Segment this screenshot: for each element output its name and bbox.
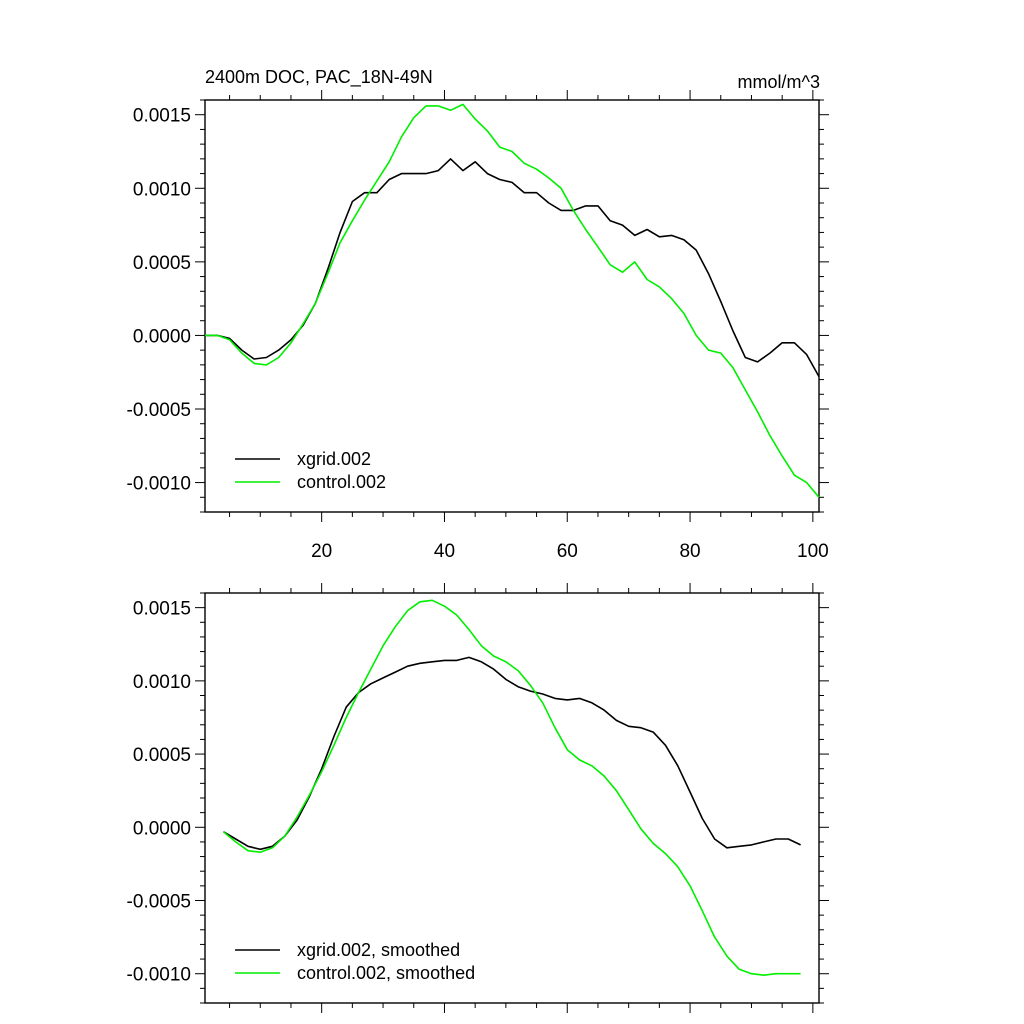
x-tick-label: 20	[311, 541, 332, 562]
legend-label-1: control.002	[297, 472, 386, 492]
y-tick-label: 0.0015	[133, 106, 191, 127]
x-axis-tick-labels: 20 40 60 80 100	[311, 541, 829, 562]
x-tick-label: 80	[679, 541, 700, 562]
y-tick-label: -0.0005	[127, 892, 191, 913]
legend-label-0: xgrid.002	[297, 449, 371, 469]
y-tick-label: -0.0010	[127, 474, 191, 495]
x-tick-label: 100	[797, 541, 829, 562]
legend: xgrid.002 control.002	[235, 449, 386, 492]
legend: xgrid.002, smoothed control.002, smoothed	[235, 940, 475, 983]
y-tick-label: 0.0010	[133, 672, 191, 693]
y-axis-tick-labels: 0.0015 0.0010 0.0005 0.0000 -0.0005 -0.0010	[127, 599, 191, 986]
x-tick-label: 40	[434, 541, 455, 562]
axis-ticks	[195, 90, 829, 522]
y-tick-label: -0.0005	[127, 400, 191, 421]
series-lines	[222, 599, 801, 976]
y-tick-label: 0.0000	[133, 326, 191, 347]
series-line-1	[222, 599, 801, 976]
legend-label-0: xgrid.002, smoothed	[297, 940, 460, 960]
y-tick-label: 0.0010	[133, 179, 191, 200]
y-tick-label: 0.0005	[133, 253, 191, 274]
y-axis-tick-labels: 0.0015 0.0010 0.0005 0.0000 -0.0005 -0.0010	[127, 106, 191, 495]
series-lines	[205, 103, 820, 498]
series-line-0	[222, 656, 801, 851]
y-tick-label: -0.0010	[127, 965, 191, 986]
top-panel: 2400m DOC, PAC_18N-49N mmol/m^3 0.00150.…	[127, 67, 829, 562]
y-tick-label: 0.0000	[133, 818, 191, 839]
y-tick-label: 0.0005	[133, 745, 191, 766]
legend-label-1: control.002, smoothed	[297, 963, 475, 983]
x-tick-label: 60	[557, 541, 578, 562]
y-tick-label: 0.0015	[133, 599, 191, 620]
units-label: mmol/m^3	[738, 72, 820, 92]
series-line-1	[205, 103, 820, 498]
series-line-0	[205, 158, 820, 377]
chart-title: 2400m DOC, PAC_18N-49N	[205, 67, 433, 88]
bottom-panel: 0.0015 0.0010 0.0005 0.0000 -0.0005 -0.0010 x…	[127, 583, 829, 1013]
axis-ticks	[195, 583, 829, 1013]
